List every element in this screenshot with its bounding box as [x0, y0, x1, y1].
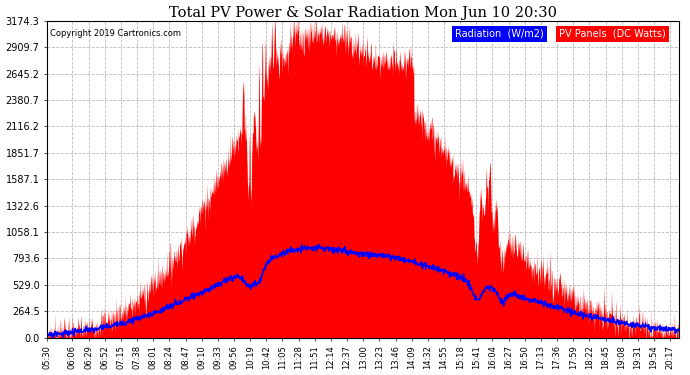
- Text: Radiation  (W/m2): Radiation (W/m2): [455, 28, 544, 39]
- Title: Total PV Power & Solar Radiation Mon Jun 10 20:30: Total PV Power & Solar Radiation Mon Jun…: [169, 6, 558, 20]
- Text: PV Panels  (DC Watts): PV Panels (DC Watts): [559, 28, 666, 39]
- Text: Copyright 2019 Cartronics.com: Copyright 2019 Cartronics.com: [50, 28, 181, 38]
